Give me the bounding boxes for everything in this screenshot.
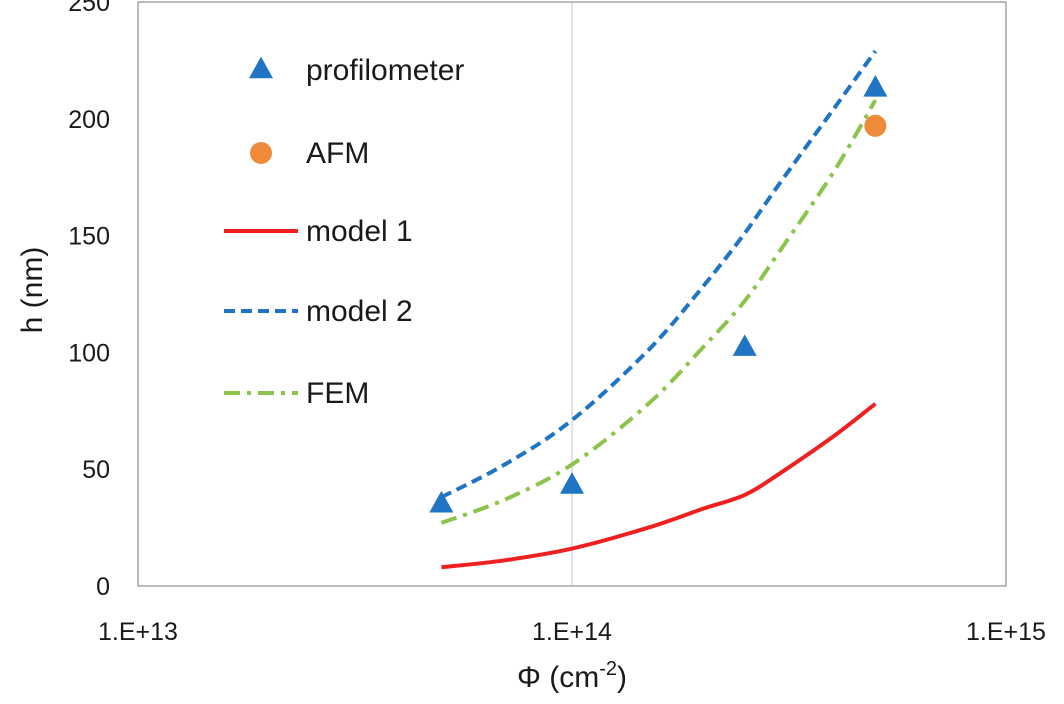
x-axis-title-exponent: -2	[599, 658, 617, 680]
x-tick-label: 1.E+14	[532, 618, 612, 646]
legend-item-profilometer: profilometer	[249, 54, 464, 87]
y-tick-label: 50	[82, 456, 110, 484]
series-line-model-1	[441, 402, 877, 570]
x-tick-labels: 1.E+13 1.E+14 1.E+15	[98, 618, 1046, 646]
data-point-afm	[864, 114, 887, 137]
y-tick-labels: 0 50 100 150 200 250	[68, 0, 110, 601]
series-line-fem	[440, 99, 878, 525]
y-axis-title: h (nm)	[16, 247, 49, 334]
legend-label-afm: AFM	[306, 137, 369, 170]
data-point-profilometer	[732, 334, 757, 356]
y-tick-label: 0	[96, 573, 110, 601]
y-tick-label: 150	[68, 223, 110, 251]
y-tick-label: 100	[68, 339, 110, 367]
x-axis-title: Φ (cm-2)	[517, 658, 627, 694]
y-tick-label: 250	[68, 0, 110, 17]
plot-area-border	[137, 1, 1007, 587]
x-tick-label: 1.E+15	[966, 618, 1046, 646]
series-line-model-2	[440, 49, 878, 499]
data-point-profilometer	[429, 490, 454, 513]
legend-item-model-2: model 2	[224, 295, 413, 328]
legend-label-fem: FEM	[306, 377, 369, 410]
legend-label-profilometer: profilometer	[306, 54, 464, 87]
data-point-profilometer	[863, 75, 888, 97]
x-axis-title-close: )	[617, 661, 627, 694]
x-tick-label: 1.E+13	[98, 618, 178, 646]
y-tick-label: 200	[68, 106, 110, 134]
x-axis-title-main: Φ (cm	[517, 661, 599, 694]
legend-item-afm: AFM	[250, 137, 369, 170]
legend-label-model-2: model 2	[306, 295, 413, 328]
legend-label-model-1: model 1	[306, 215, 413, 248]
legend-item-fem: FEM	[224, 377, 369, 410]
series-layer	[429, 49, 888, 570]
legend-swatch-profilometer	[249, 56, 273, 79]
legend: profilometer AFM model 1 model 2 FEM	[224, 54, 464, 410]
legend-item-model-1: model 1	[224, 215, 413, 248]
data-point-profilometer	[560, 472, 584, 494]
legend-swatch-afm	[250, 142, 272, 164]
